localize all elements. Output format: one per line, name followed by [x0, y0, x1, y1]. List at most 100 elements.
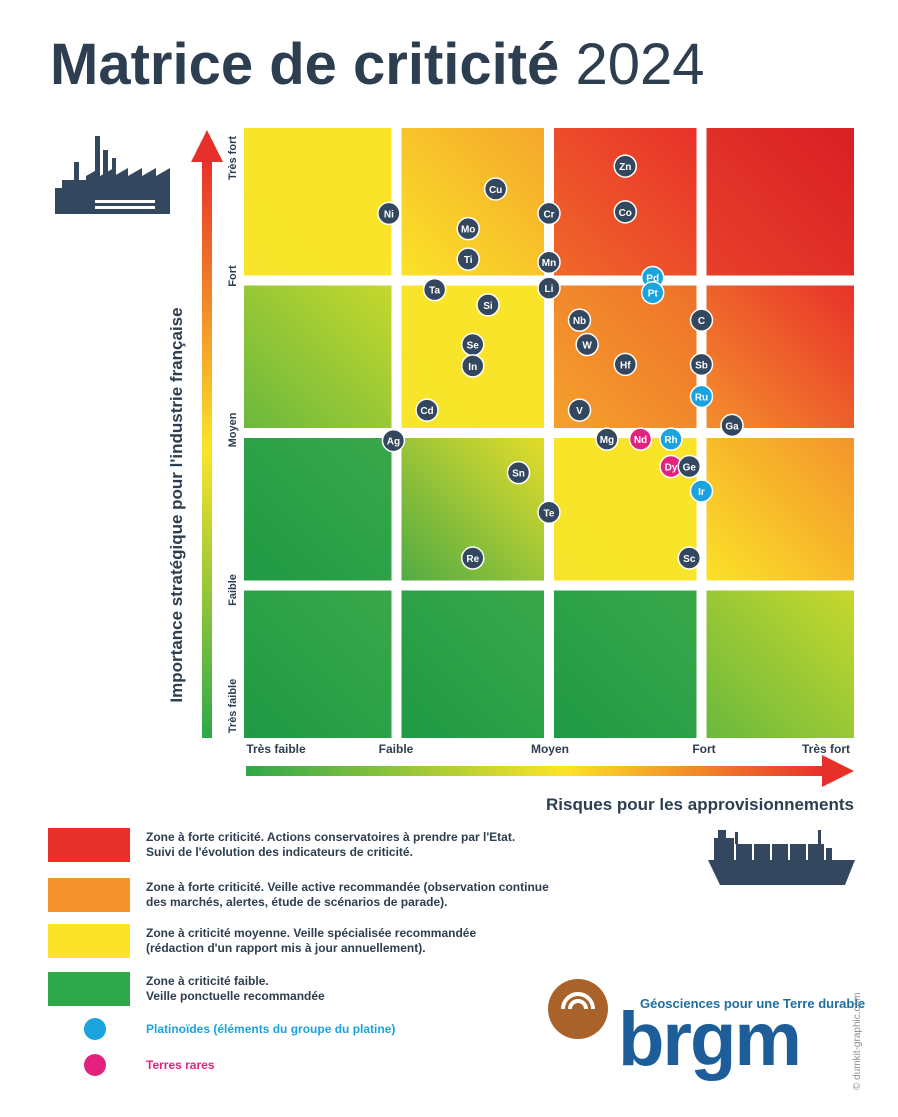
data-point-marker — [537, 201, 561, 226]
y-axis-arrowhead — [191, 130, 223, 162]
zone-cell — [244, 585, 397, 738]
legend-swatch-orange — [48, 878, 130, 912]
y-axis-title: Importance stratégique pour l'industrie … — [167, 307, 186, 702]
data-point-ti: Ti — [456, 247, 480, 271]
data-point-label: Se — [467, 341, 480, 352]
data-point-label: Sb — [695, 360, 708, 371]
data-point-marker — [456, 216, 480, 241]
y-axis-arrow — [202, 160, 212, 738]
data-point-ir: Ir — [689, 479, 714, 503]
x-axis-arrow — [246, 766, 824, 776]
rare-earth-dot-icon — [84, 1054, 106, 1076]
brgm-wordmark: brgm — [618, 997, 802, 1082]
data-point-label: Zn — [619, 162, 631, 173]
data-point-label: Sn — [512, 469, 525, 480]
x-axis-title: Risques pour les approvisionnements — [546, 795, 854, 814]
data-point-label: Dy — [665, 463, 678, 474]
data-point-marker — [483, 177, 508, 201]
data-point-marker — [689, 308, 714, 332]
data-point-label: Hf — [620, 360, 631, 371]
data-point-marker — [567, 398, 592, 422]
data-point-label: Nd — [634, 435, 647, 446]
data-point-marker — [461, 546, 485, 570]
data-point-marker — [381, 428, 406, 453]
grid-line-horizontal — [244, 428, 854, 438]
zone-cell — [396, 585, 549, 738]
data-point-label: Pd — [646, 273, 659, 284]
data-point-in: In — [461, 354, 485, 378]
data-point-pt: Pt — [640, 280, 665, 305]
data-point-sn: Sn — [506, 460, 531, 485]
zone-cell — [244, 128, 397, 281]
data-point-co: Co — [613, 200, 637, 224]
platinoid-dot-icon — [84, 1018, 106, 1040]
data-point-label: Ni — [384, 209, 394, 220]
data-point-label: Ti — [464, 255, 473, 266]
data-point-ge: Ge — [677, 454, 702, 479]
data-point-nd: Nd — [628, 427, 653, 451]
zone-cell — [244, 433, 397, 586]
data-point-marker — [575, 332, 599, 357]
data-point-marker — [640, 280, 665, 305]
data-point-label: Cu — [489, 185, 502, 196]
data-point-marker — [613, 200, 637, 224]
data-point-label: Sc — [683, 554, 696, 565]
zone-cell — [701, 585, 854, 738]
data-point-label: W — [582, 341, 592, 352]
legend-text-red: Zone à forte criticité. Actions conserva… — [146, 830, 516, 859]
data-point-label: Te — [544, 508, 555, 519]
credit-text: © dumkit-graphic.com — [852, 992, 863, 1090]
data-point-li: Li — [537, 276, 561, 300]
data-point-label: Ru — [695, 392, 708, 403]
x-tick-label: Très fort — [802, 742, 850, 756]
data-point-v: V — [567, 398, 592, 422]
data-point-label: Nb — [573, 316, 586, 327]
brgm-tagline: Géosciences pour une Terre durable — [640, 996, 866, 1011]
data-point-label: C — [698, 316, 705, 327]
data-point-mg: Mg — [595, 427, 619, 451]
data-point-marker — [377, 201, 401, 226]
legend-text-green: Zone à criticité faible. Veille ponctuel… — [146, 974, 325, 1003]
zone-cell — [549, 585, 702, 738]
x-tick-label: Très faible — [246, 742, 306, 756]
legend-swatch-green — [48, 972, 130, 1006]
y-tick-label: Faible — [227, 574, 239, 606]
data-point-hf: Hf — [613, 352, 637, 377]
data-point-label: Cr — [543, 209, 554, 220]
data-point-label: Li — [545, 284, 554, 295]
data-point-sb: Sb — [689, 352, 714, 377]
y-tick-label: Très faible — [227, 679, 239, 733]
data-point-ni: Ni — [377, 201, 401, 226]
data-point-mn: Mn — [537, 250, 561, 274]
y-tick-label: Moyen — [227, 412, 239, 447]
x-tick-label: Moyen — [531, 742, 569, 756]
data-point-cu: Cu — [483, 177, 508, 201]
data-point-marker — [506, 460, 531, 485]
x-tick-label: Faible — [379, 742, 414, 756]
data-point-label: Mn — [542, 258, 556, 269]
data-point-label: Co — [619, 208, 632, 219]
factory-icon — [55, 136, 170, 214]
data-point-label: Ir — [698, 487, 705, 498]
data-point-label: Cd — [420, 406, 433, 417]
data-point-marker — [689, 384, 714, 409]
data-point-rh: Rh — [659, 427, 683, 451]
data-point-marker — [613, 352, 637, 377]
data-point-re: Re — [461, 546, 485, 570]
data-point-label: V — [576, 406, 583, 417]
legend-text-platinoid: Platinoïdes (éléments du groupe du plati… — [146, 1022, 396, 1036]
zone-cell — [701, 128, 854, 281]
data-point-label: Ge — [683, 463, 697, 474]
data-points: Zn Cu Ni Cr Co Mo Ti Mn Pd Ta Li Pt Si Nb C W Se In Hf Sb Ru… — [377, 154, 744, 570]
data-point-si: Si — [476, 293, 500, 317]
data-point-cd: Cd — [415, 398, 439, 422]
data-point-te: Te — [537, 500, 561, 525]
data-point-marker — [476, 293, 500, 317]
data-point-marker — [567, 308, 592, 332]
title-main: Matrice de criticité — [50, 32, 560, 97]
data-point-ag: Ag — [381, 428, 406, 453]
data-point-marker — [628, 427, 653, 451]
data-point-label: Pt — [648, 289, 659, 300]
legend-text-yellow: Zone à criticité moyenne. Veille spécial… — [146, 926, 477, 955]
